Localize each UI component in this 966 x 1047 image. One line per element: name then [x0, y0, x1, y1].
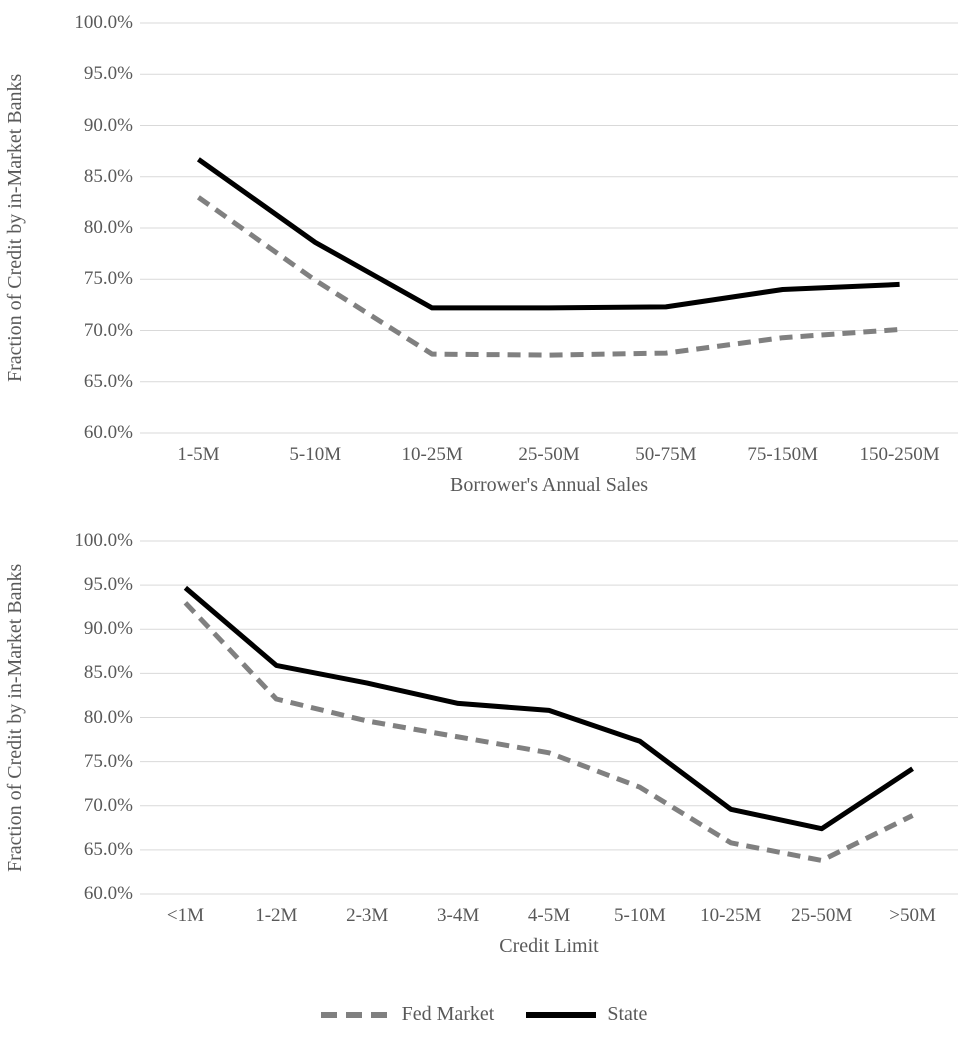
state-line-sample [526, 1011, 597, 1018]
y-tick-label: 65.0% [83, 370, 133, 392]
y-tick-label: 90.0% [83, 618, 133, 640]
legend-label-state: State [607, 1003, 648, 1025]
x-axis-title: Borrower's Annual Sales [449, 474, 649, 496]
y-tick-label: 60.0% [83, 883, 133, 904]
y-axis-title: Fraction of Credit by in-Market Banks [4, 563, 26, 872]
x-tick-label: 50-75M [635, 444, 697, 465]
x-axis-tick-labels: <1M 1-2M 2-3M 3-4M 4-5M 5-10M 10-25M 25-50M >50M [140, 905, 958, 927]
x-tick-label: 1-2M [255, 905, 298, 926]
y-axis-tick-labels: 100.0% 95.0% 90.0% 85.0% 80.0% 75.0% 70.0% 65.0… [30, 12, 133, 444]
x-tick-label: 10-25M [401, 444, 463, 465]
plot-area-svg [140, 22, 958, 434]
y-axis-title: Fraction of Credit by in-Market Banks [4, 73, 26, 383]
fed-market-line [183, 601, 914, 863]
y-tick-label: 80.0% [83, 217, 133, 238]
y-tick-label: 60.0% [83, 422, 133, 443]
legend-item-fed-market: Fed Market [319, 1003, 495, 1026]
y-tick-label: 70.0% [83, 319, 133, 341]
y-tick-label: 75.0% [83, 268, 133, 290]
state-line [183, 585, 914, 832]
plot-area-svg [140, 540, 958, 895]
x-tick-label: 75-150M [747, 444, 819, 465]
x-tick-label: >50M [889, 905, 936, 926]
fed-market-line-sample [320, 1011, 391, 1018]
y-tick-label: 75.0% [83, 750, 133, 772]
y-tick-label: 95.0% [83, 63, 133, 85]
x-tick-label: <1M [166, 905, 204, 926]
x-tick-label: 5-10M [289, 444, 342, 465]
y-tick-label: 70.0% [83, 794, 133, 816]
x-tick-label: 2-3M [346, 905, 389, 926]
x-tick-label: 25-50M [518, 444, 580, 465]
credit-limit-chart: Fraction of Credit by in-Market Banks 10… [0, 518, 966, 980]
y-tick-label: 85.0% [83, 165, 133, 187]
x-tick-label: 5-10M [614, 905, 666, 926]
y-tick-label: 80.0% [83, 706, 133, 728]
legend-label-fed-market: Fed Market [401, 1003, 495, 1025]
plot-area [140, 536, 958, 899]
y-tick-label: 100.0% [74, 530, 133, 551]
x-tick-label: 10-25M [700, 905, 762, 926]
state-line [196, 157, 900, 311]
legend: Fed Market State [0, 1003, 966, 1026]
x-axis-tick-labels: 1-5M 5-10M 10-25M 25-50M 50-75M 75-150M 150-25… [140, 444, 958, 466]
y-axis-tick-labels: 100.0% 95.0% 90.0% 85.0% 80.0% 75.0% 70.0% 65.0… [30, 530, 133, 905]
x-tick-label: 4-5M [527, 905, 571, 926]
x-tick-label: 1-5M [177, 444, 220, 465]
x-tick-label: 3-4M [437, 905, 480, 926]
x-axis-title: Credit Limit [499, 935, 599, 957]
y-tick-label: 90.0% [83, 114, 133, 136]
x-tick-label: 150-250M [859, 444, 940, 465]
legend-item-state: State [524, 1003, 647, 1026]
y-tick-label: 95.0% [83, 574, 133, 596]
x-tick-label: 25-50M [791, 905, 853, 926]
y-tick-label: 65.0% [83, 838, 133, 860]
fed-market-line [196, 195, 900, 358]
annual-sales-chart: Fraction of Credit by in-Market Banks 10… [0, 0, 966, 505]
plot-area [140, 18, 958, 438]
y-tick-label: 85.0% [83, 662, 133, 684]
y-tick-label: 100.0% [74, 12, 133, 33]
